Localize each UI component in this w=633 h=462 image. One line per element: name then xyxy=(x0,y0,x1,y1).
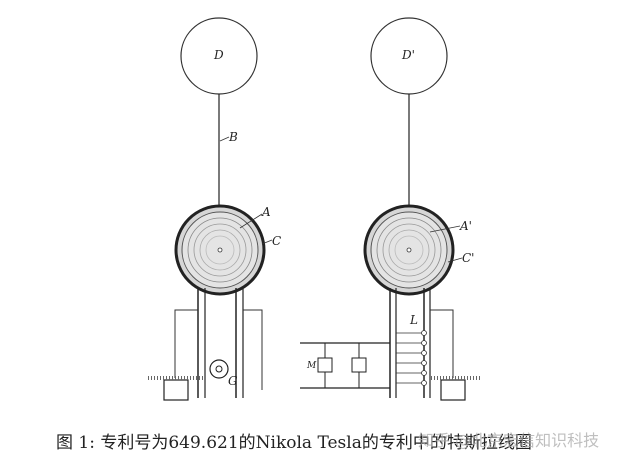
left-apparatus: D B A C G xyxy=(148,17,281,401)
right-motor-1 xyxy=(317,357,333,373)
figure-caption: 图 1: 专利号为649.621的Nikola Tesla的专利中的特斯拉线圈 xyxy=(0,428,633,453)
left-generator xyxy=(209,359,229,379)
right-cylinder-label: C' xyxy=(462,251,474,265)
right-sphere-label: D' xyxy=(401,48,415,62)
left-coil-label: A xyxy=(261,205,271,219)
left-cylinder-label: C xyxy=(272,234,281,248)
left-sphere-label: D xyxy=(213,48,224,62)
left-generator-label: G xyxy=(228,374,238,388)
right-motor-label: M xyxy=(306,361,317,371)
right-apparatus: D' A' C' L M xyxy=(300,17,480,401)
right-device-label: L xyxy=(409,313,418,327)
left-ground xyxy=(163,379,189,401)
watermark: 知乎 @北京宏信知识科技 xyxy=(418,431,600,450)
right-motor-2 xyxy=(351,357,367,373)
right-coil-label: A' xyxy=(459,219,472,233)
figure-caption-text: 图 1: 专利号为649.621的Nikola Tesla的专利中的特斯拉线圈 xyxy=(56,433,532,453)
left-wire-label: B xyxy=(228,130,238,144)
right-device xyxy=(396,330,427,386)
patent-drawing: D B A C G D' xyxy=(148,17,480,401)
right-ground xyxy=(440,379,466,401)
